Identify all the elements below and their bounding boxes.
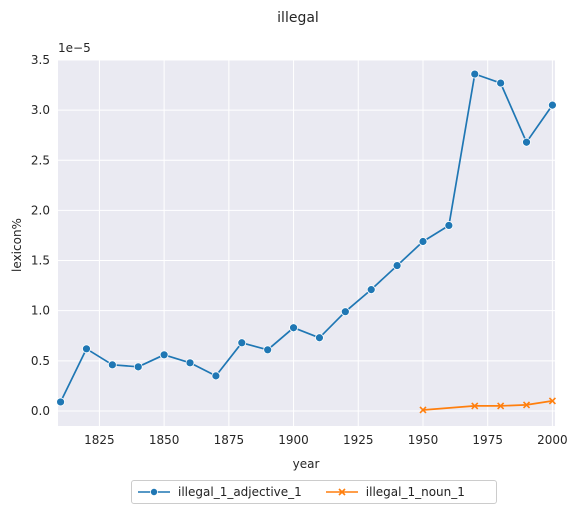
x-tick-label: 1925: [343, 433, 374, 447]
y-tick-label: 2.0: [31, 203, 50, 217]
series-layer: [56, 69, 557, 414]
y-scale-label: 1e−5: [58, 41, 91, 55]
data-point: [340, 307, 350, 317]
x-tick-label: 1875: [214, 433, 245, 447]
data-point: [548, 100, 557, 110]
data-point: [82, 344, 91, 354]
y-axis-ticks: 0.0 0.5 1.0 1.5 2.0 2.5 3.0 3.5: [31, 53, 50, 418]
data-point: [392, 261, 402, 270]
data-point: [315, 333, 324, 343]
data-point: [159, 350, 169, 360]
x-tick-label: 1900: [278, 433, 309, 447]
y-tick-label: 2.5: [31, 153, 50, 167]
x-tick-label: 1950: [408, 433, 439, 447]
y-tick-label: 3.5: [31, 53, 50, 67]
data-point: [522, 401, 531, 409]
legend-label-adjective: illegal_1_adjective_1: [178, 485, 302, 499]
data-point: [237, 338, 247, 348]
x-tick-label: 1825: [84, 433, 115, 447]
y-tick-label: 1.5: [31, 254, 50, 268]
legend-swatch-noun: [325, 488, 358, 496]
series-1: [419, 397, 556, 414]
x-axis-label: year: [293, 457, 320, 471]
data-point: [263, 345, 273, 355]
y-tick-label: 0.0: [31, 404, 50, 418]
x-tick-label: 1850: [149, 433, 180, 447]
data-point: [419, 406, 427, 414]
data-point: [522, 137, 531, 147]
data-point: [211, 371, 221, 381]
legend-item-noun: illegal_1_noun_1: [325, 485, 465, 499]
data-point: [289, 323, 298, 333]
data-point: [418, 237, 428, 246]
x-axis-ticks: 1825 1850 1875 1900 1925 1950 1975 2000: [84, 433, 568, 447]
x-tick-label: 1975: [472, 433, 503, 447]
series-line: [59, 73, 554, 403]
y-tick-label: 1.0: [31, 304, 50, 318]
data-point: [548, 397, 556, 405]
data-point: [471, 402, 479, 410]
chart-title: illegal: [277, 10, 319, 26]
data-point: [444, 221, 454, 230]
y-axis-label: lexicon%: [10, 218, 24, 272]
data-point: [497, 402, 505, 410]
data-point: [496, 78, 506, 88]
series-0: [56, 69, 557, 407]
data-point: [185, 358, 195, 368]
legend-swatch-adjective: [138, 488, 170, 496]
legend-item-adjective: illegal_1_adjective_1: [138, 485, 302, 499]
y-tick-label: 3.0: [31, 103, 50, 117]
data-point: [56, 397, 65, 407]
data-point: [133, 362, 143, 372]
plot-area: [58, 60, 555, 426]
data-point: [470, 69, 480, 79]
data-point: [107, 360, 117, 370]
legend-label-noun: illegal_1_noun_1: [365, 485, 465, 499]
x-tick-label: 2000: [537, 433, 568, 447]
legend: illegal_1_adjective_1 illegal_1_noun_1: [131, 480, 497, 504]
y-tick-label: 0.5: [31, 354, 50, 368]
data-point: [366, 285, 376, 295]
